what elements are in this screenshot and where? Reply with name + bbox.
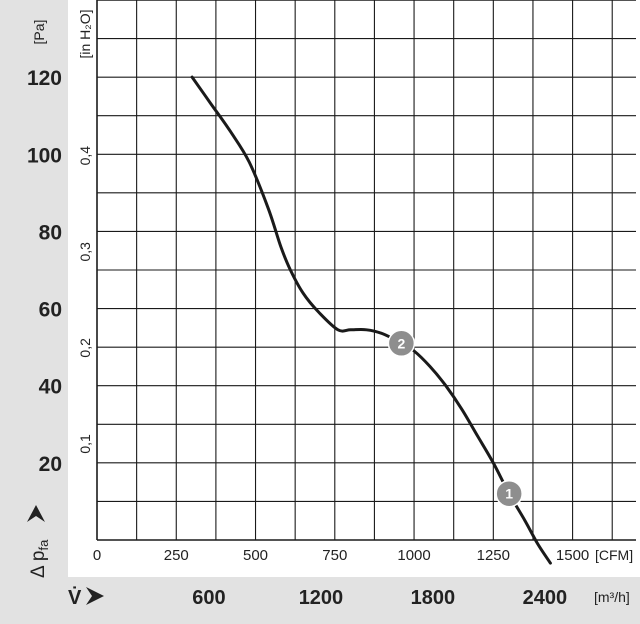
operating-point-marker (387, 329, 416, 358)
operating-point-label: 1 (505, 486, 513, 502)
y-tick-label: 40 (39, 376, 62, 399)
x-tick-label-cfm: 250 (164, 547, 189, 564)
x-tick-label-cfm: 1000 (397, 547, 430, 564)
y-tick-label: 120 (27, 67, 62, 90)
y-tick-label-inh2o: 0,4 (77, 146, 93, 166)
curve-layer (190, 75, 552, 565)
x-axis-band (0, 577, 640, 624)
x-unit-m3h: [m³/h] (594, 589, 630, 605)
y-tick-label: 80 (39, 221, 62, 244)
y-tick-label: 60 (39, 299, 62, 322)
x-axis-title: V̇ (68, 585, 82, 609)
x-tick-label-cfm: 750 (322, 547, 347, 564)
x-tick-labels-cfm: 0 250 500 750 1000 1250 1500 (93, 547, 589, 564)
y-title-sub: fa (36, 539, 51, 551)
y-axis-band (0, 0, 68, 624)
y-unit-inh2o: [in H₂O] (77, 10, 93, 59)
x-tick-label-m3h: 1200 (299, 587, 344, 609)
x-tick-label-cfm: 0 (93, 547, 101, 564)
y-tick-label-inh2o: 0,1 (77, 434, 93, 454)
y-tick-labels-pa: 20 40 60 80 100 120 (27, 67, 62, 476)
operating-point-label: 2 (397, 335, 405, 351)
x-tick-label-cfm: 500 (243, 547, 268, 564)
y-unit-pa: [Pa] (31, 20, 47, 45)
x-tick-label-m3h: 2400 (523, 587, 568, 609)
x-tick-label-m3h: 1800 (411, 587, 456, 609)
x-unit-cfm: [CFM] (595, 547, 633, 563)
y-axis-title: Δ pfa (28, 539, 51, 578)
grid (96, 0, 636, 541)
x-tick-labels-m3h: 600 1200 1800 2400 (192, 587, 567, 609)
y-title-main: Δ p (28, 551, 49, 579)
operating-point-marker (495, 479, 523, 508)
x-tick-label-cfm: 1500 (556, 547, 589, 564)
y-tick-label: 100 (27, 144, 62, 167)
x-tick-label-cfm: 1250 (477, 547, 510, 564)
markers: 12 (387, 329, 523, 508)
y-tick-labels-inh2o: 0,1 0,2 0,3 0,4 (77, 146, 93, 454)
x-axis-arrow-icon (86, 587, 104, 605)
x-tick-label-m3h: 600 (192, 587, 225, 609)
y-tick-label-inh2o: 0,3 (77, 242, 93, 262)
performance-curve (190, 75, 552, 565)
svg-text:Δ pfa: Δ pfa (28, 539, 51, 578)
y-tick-label-inh2o: 0,2 (77, 338, 93, 358)
y-axis-arrow-icon (27, 505, 45, 522)
y-tick-label: 20 (39, 453, 62, 476)
